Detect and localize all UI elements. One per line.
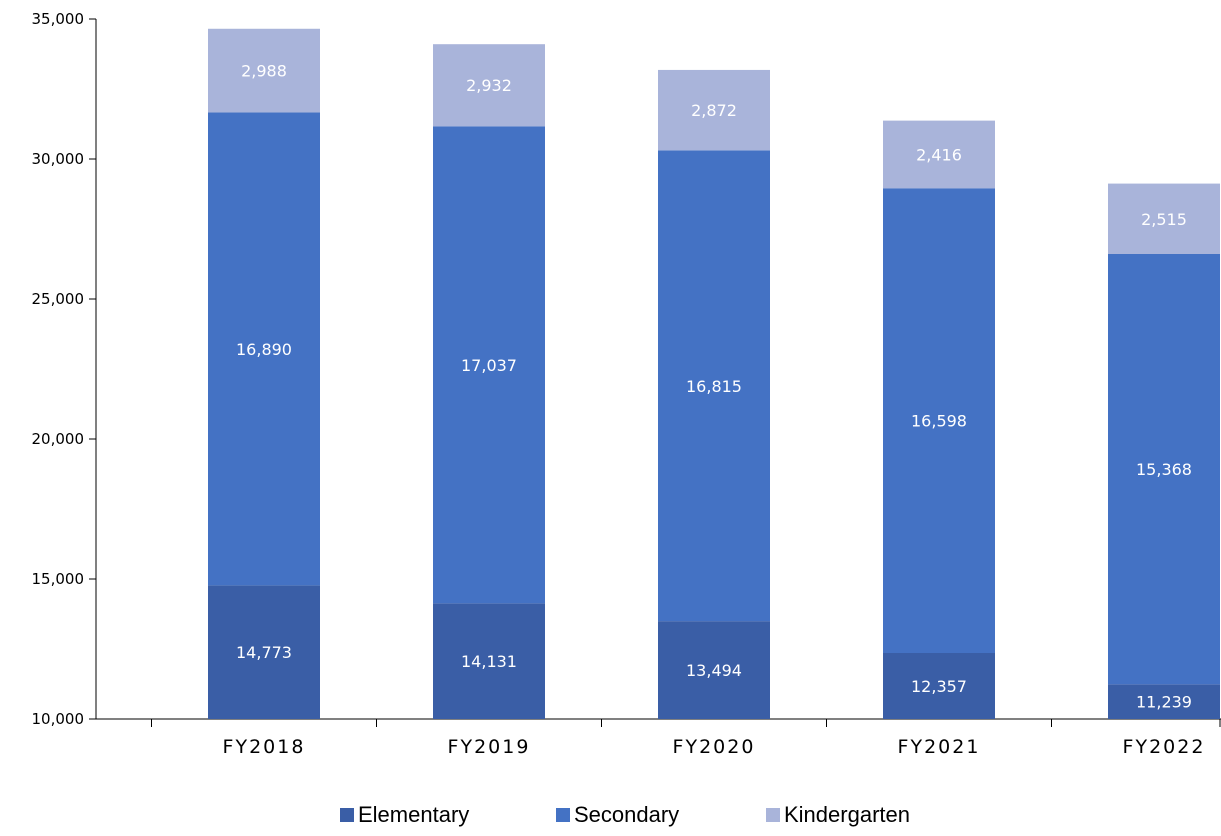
x-category-label: FY2018 [223, 736, 306, 758]
y-axis: 10,000 15,000 20,000 25,000 30,000 35,000 [32, 10, 97, 728]
data-labels: 14,773 16,890 2,988 14,131 17,037 2,932 13,494… [236, 62, 1192, 712]
data-label-kindergarten: 2,515 [1141, 210, 1187, 229]
bar-segment-secondary [658, 150, 770, 622]
data-label-elementary: 14,131 [461, 652, 517, 671]
data-label-elementary: 12,357 [911, 677, 967, 696]
y-tick-label: 35,000 [32, 10, 85, 28]
bar-segment-secondary [208, 112, 320, 586]
bar-segment-kindergarten [1108, 183, 1220, 255]
x-category-label: FY2019 [448, 736, 531, 758]
data-label-secondary: 16,890 [236, 340, 292, 359]
y-tick-label: 20,000 [32, 430, 85, 448]
data-label-kindergarten: 2,872 [691, 101, 737, 120]
bar-segment-kindergarten [883, 120, 995, 189]
legend-swatch-kindergarten [766, 808, 780, 822]
bar-segment-elementary [433, 603, 545, 719]
data-label-secondary: 17,037 [461, 356, 517, 375]
data-label-kindergarten: 2,988 [241, 62, 287, 81]
legend-label-elementary: Elementary [358, 802, 469, 827]
x-category-label: FY2021 [898, 736, 981, 758]
y-tick-label: 30,000 [32, 150, 85, 168]
bar-segment-elementary [658, 621, 770, 719]
data-label-secondary: 16,815 [686, 377, 742, 396]
data-label-elementary: 13,494 [686, 661, 742, 680]
bar-segment-secondary [1108, 254, 1220, 685]
data-label-kindergarten: 2,416 [916, 145, 962, 164]
legend: Elementary Secondary Kindergarten [340, 802, 910, 827]
legend-swatch-secondary [556, 808, 570, 822]
data-label-secondary: 16,598 [911, 412, 967, 431]
x-axis: FY2018 FY2019 FY2020 FY2021 FY2022 [96, 718, 1221, 758]
x-category-label: FY2022 [1123, 736, 1206, 758]
y-tick-label: 25,000 [32, 290, 85, 308]
bar-segment-kindergarten [208, 28, 320, 113]
legend-swatch-elementary [340, 808, 354, 822]
bar-segment-elementary [208, 585, 320, 719]
data-label-elementary: 14,773 [236, 643, 292, 662]
bar-segment-kindergarten [658, 69, 770, 151]
x-category-label: FY2020 [673, 736, 756, 758]
y-tick-label: 15,000 [32, 570, 85, 588]
bar-segment-kindergarten [433, 44, 545, 127]
bar-segment-secondary [433, 126, 545, 604]
y-tick-label: 10,000 [32, 710, 85, 728]
data-label-elementary: 11,239 [1136, 693, 1192, 712]
bar-segment-elementary [1108, 684, 1220, 719]
legend-label-kindergarten: Kindergarten [784, 802, 910, 827]
legend-label-secondary: Secondary [574, 802, 679, 827]
data-label-kindergarten: 2,932 [466, 76, 512, 95]
bar-segment-elementary [883, 653, 995, 719]
data-label-secondary: 15,368 [1136, 460, 1192, 479]
bars [208, 28, 1220, 719]
bar-segment-secondary [883, 188, 995, 654]
